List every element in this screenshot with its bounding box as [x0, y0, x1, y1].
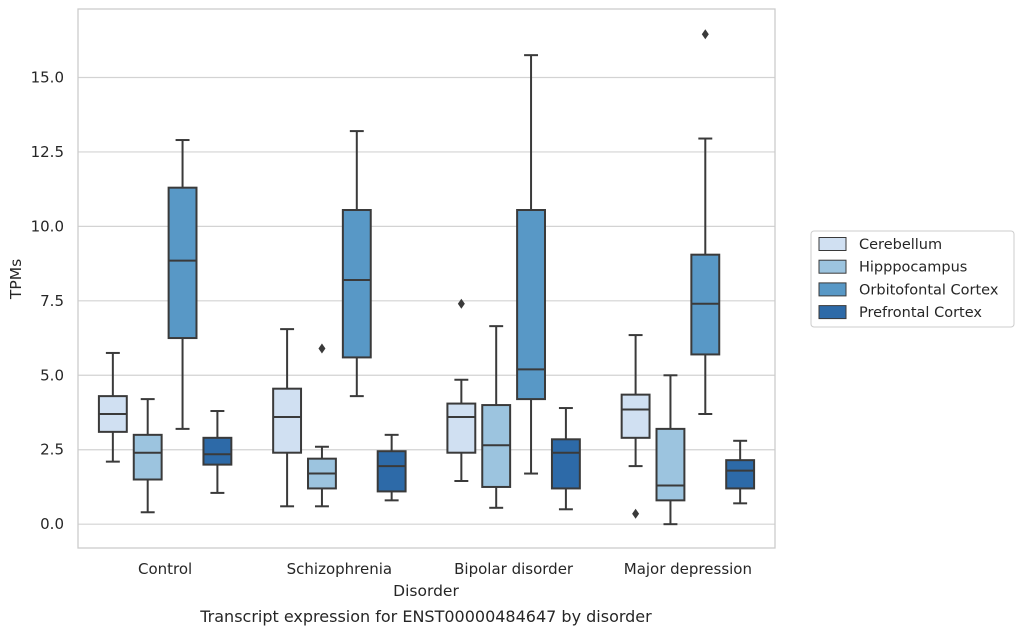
box-orbitofontal-cortex: [167, 139, 198, 430]
box-prefrontal-cortex: [376, 433, 407, 502]
x-tick-label: Bipolar disorder: [454, 560, 574, 578]
outlier-point: [632, 508, 640, 519]
plot-frame: [77, 8, 776, 549]
y-tick-label: 10.0: [31, 217, 64, 235]
legend-label: Prefrontal Cortex: [859, 305, 982, 321]
box-iqr: [550, 438, 581, 490]
y-tick-label: 5.0: [40, 366, 64, 384]
x-tick-label: Schizophrenia: [287, 560, 392, 578]
legend-label: Orbitofontal Cortex: [859, 282, 999, 298]
box-cerebellum: [620, 334, 651, 519]
outlier-point: [457, 298, 465, 309]
box-hipppocampus: [481, 325, 512, 509]
box-cerebellum: [446, 298, 477, 482]
y-tick-label: 7.5: [40, 292, 64, 310]
box-hipppocampus: [655, 374, 686, 526]
y-tick-label: 12.5: [31, 143, 64, 161]
box-iqr: [446, 402, 477, 454]
legend-swatch: [818, 282, 847, 297]
figure-caption: Transcript expression for ENST0000048464…: [199, 607, 652, 626]
y-tick-labels: 0.0 2.5 5.0 7.5 10.0 12.5 15.0: [31, 68, 64, 533]
box-hipppocampus: [132, 398, 163, 514]
box-iqr: [167, 186, 198, 340]
legend: Cerebellum Hipppocampus Orbitofontal Corte…: [810, 230, 1015, 328]
box-orbitofontal-cortex: [341, 130, 372, 398]
y-tick-label: 0.0: [40, 515, 64, 533]
x-tick-label: Major depression: [624, 560, 752, 578]
box-prefrontal-cortex: [202, 410, 233, 494]
legend-swatch: [818, 259, 847, 274]
box-iqr: [341, 209, 372, 359]
legend-label: Cerebellum: [859, 237, 942, 253]
box-iqr: [202, 436, 233, 466]
legend-label: Hipppocampus: [859, 260, 967, 276]
box-iqr: [620, 393, 651, 439]
box-iqr: [132, 433, 163, 481]
legend-frame: [810, 230, 1015, 328]
box-prefrontal-cortex: [725, 439, 756, 505]
y-tick-label: 15.0: [31, 68, 64, 86]
x-axis-title: Disorder: [393, 582, 459, 600]
box-hipppocampus: [307, 343, 337, 508]
y-tick-label: 2.5: [40, 441, 64, 459]
box-orbitofontal-cortex: [690, 29, 721, 415]
box-cerebellum: [272, 328, 303, 508]
box-iqr: [655, 427, 686, 502]
legend-swatch: [818, 237, 847, 251]
y-axis-title: TPMs: [7, 259, 25, 300]
box-iqr: [725, 459, 756, 490]
outlier-point: [701, 29, 709, 40]
x-tick-labels: Control Schizophrenia Bipolar disorder Majo…: [138, 560, 752, 578]
x-tick-label: Control: [138, 560, 192, 578]
legend-swatch: [818, 305, 847, 320]
box-iqr: [376, 450, 407, 493]
boxes: [97, 29, 756, 526]
box-iqr: [516, 209, 546, 401]
box-orbitofontal-cortex: [516, 54, 546, 475]
box-cerebellum: [97, 351, 128, 463]
outlier-point: [318, 343, 326, 354]
box-iqr: [272, 387, 303, 454]
box-prefrontal-cortex: [550, 407, 581, 511]
